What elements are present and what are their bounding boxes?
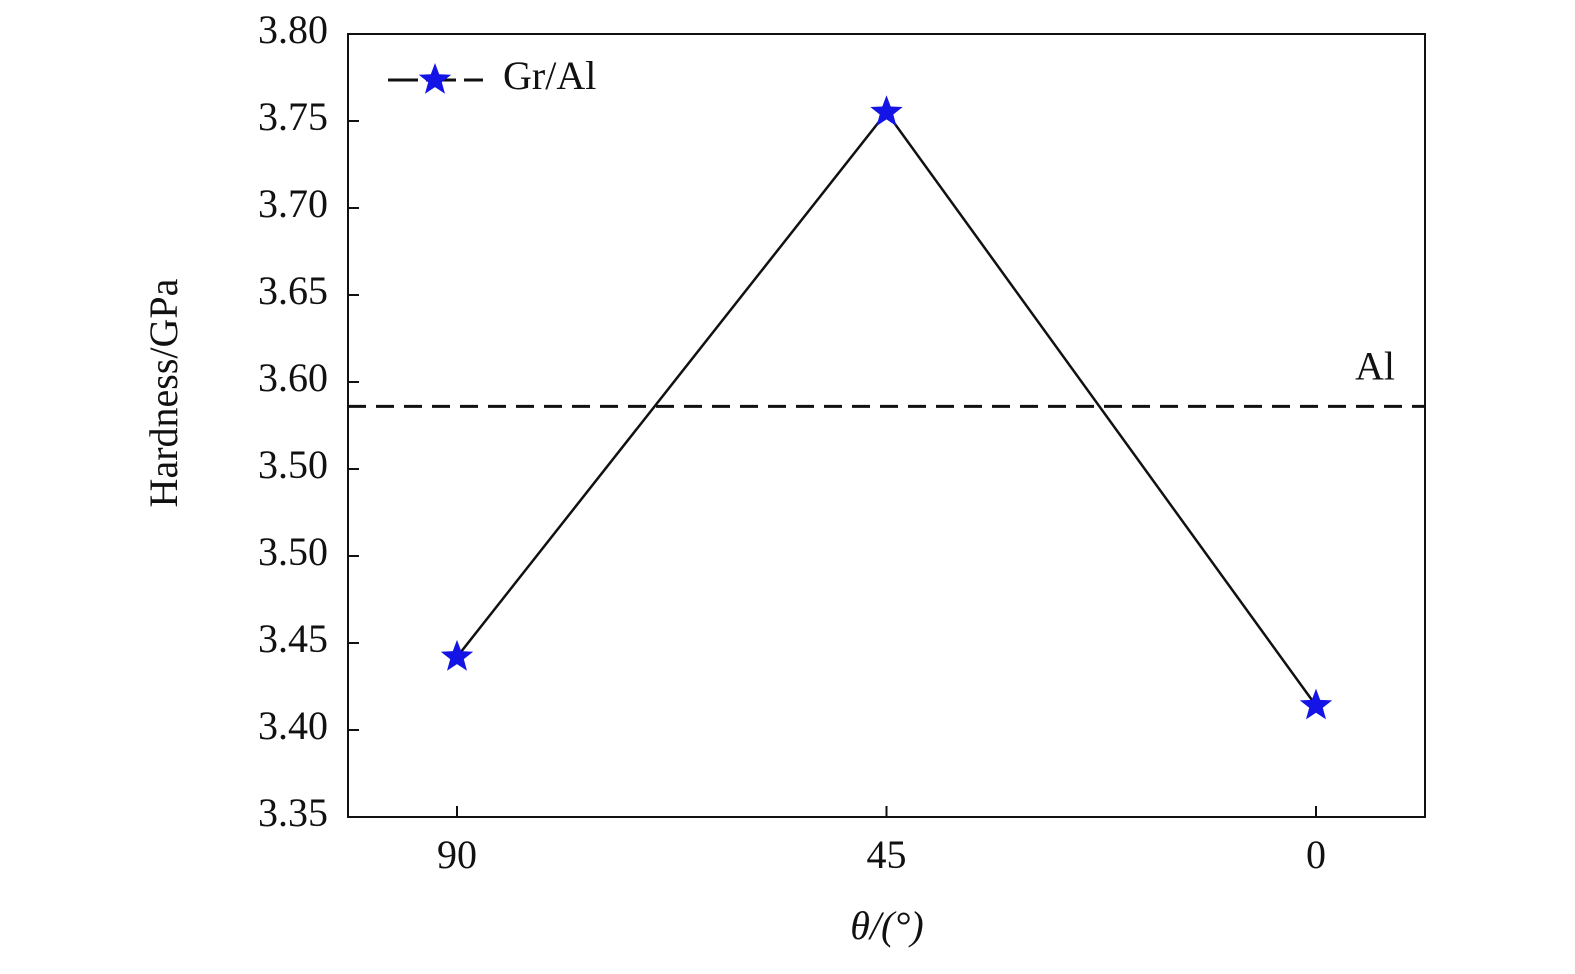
legend-marker [418, 63, 452, 94]
legend-label: Gr/Al [503, 53, 596, 98]
x-tick-label: 90 [437, 832, 477, 877]
x-tick-label: 0 [1306, 832, 1326, 877]
star-marker [870, 95, 903, 127]
plot-frame [347, 33, 1426, 818]
y-tick-label: 3.70 [258, 181, 328, 226]
y-tick-label: 3.50 [258, 442, 328, 487]
star-marker [1299, 688, 1333, 720]
reference-label: Al [1355, 344, 1395, 389]
y-tick-label: 3.80 [258, 7, 328, 52]
y-axis-label: Hardness/GPa [141, 278, 186, 507]
x-tick-label: 45 [867, 832, 907, 877]
x-axis-label: θ/(°) [850, 903, 923, 948]
y-tick-label: 3.40 [258, 703, 328, 748]
y-tick-label: 3.65 [258, 268, 328, 313]
y-tick-label: 3.35 [258, 790, 328, 835]
y-tick-label: 3.60 [258, 355, 328, 400]
y-tick-label: 3.50 [258, 529, 328, 574]
series-line [456, 110, 1318, 707]
star-marker [440, 639, 474, 671]
y-tick-label: 3.45 [258, 616, 328, 661]
y-tick-label: 3.75 [258, 94, 328, 139]
